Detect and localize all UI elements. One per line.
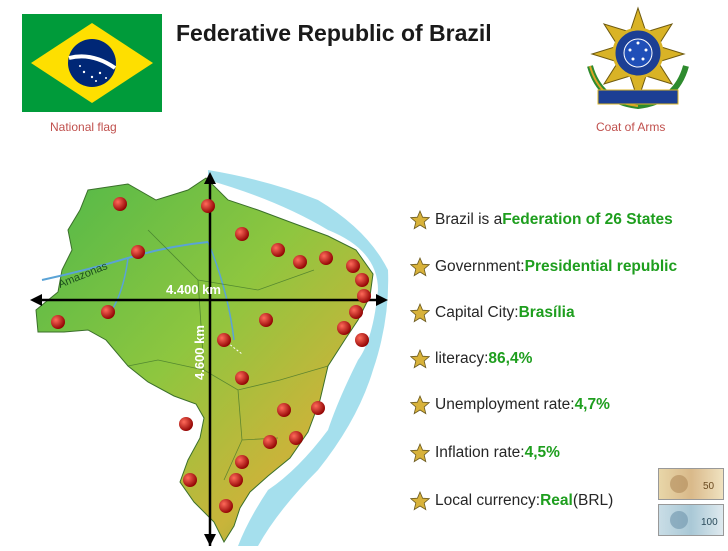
city-marker: [293, 255, 307, 269]
brazil-map: Amazonas 4.400 km 4.600 km: [28, 170, 390, 546]
width-label: 4.400 km: [166, 282, 221, 297]
city-markers: [51, 197, 371, 513]
fact-item: Brazil is a Federation of 26 States: [410, 208, 673, 232]
star-bullet-icon: [410, 349, 430, 369]
fact-item: Local currency: Real (BRL): [410, 489, 613, 513]
city-marker: [201, 199, 215, 213]
city-marker: [235, 227, 249, 241]
city-marker: [235, 455, 249, 469]
fact-suffix: (BRL): [572, 492, 614, 509]
city-marker: [131, 245, 145, 259]
city-marker: [219, 499, 233, 513]
city-marker: [357, 289, 371, 303]
brazil-land: [35, 177, 374, 544]
flag-caption: National flag: [50, 120, 117, 134]
city-marker: [346, 259, 360, 273]
city-marker: [217, 333, 231, 347]
fact-value: Presidential republic: [524, 258, 678, 275]
svg-text:50: 50: [703, 481, 715, 492]
star-bullet-icon: [410, 491, 430, 511]
coat-of-arms-caption: Coat of Arms: [596, 120, 666, 134]
city-marker: [101, 305, 115, 319]
height-label: 4.600 km: [192, 325, 207, 380]
fact-label: Brazil is a: [435, 211, 503, 228]
page-title: Federative Republic of Brazil: [176, 20, 492, 46]
fact-item: Government: Presidential republic: [410, 255, 677, 279]
banknote-image: 100: [658, 504, 724, 536]
city-marker: [113, 197, 127, 211]
city-marker: [349, 305, 363, 319]
fact-value: 4,5%: [524, 444, 560, 461]
svg-text:100: 100: [701, 517, 718, 528]
city-marker: [235, 371, 249, 385]
city-marker: [319, 251, 333, 265]
fact-value: Real: [540, 492, 573, 509]
fact-value: 86,4%: [488, 350, 533, 367]
city-marker: [229, 473, 243, 487]
fact-item: Unemployment rate: 4,7%: [410, 393, 610, 417]
fact-label: Capital City:: [435, 304, 519, 321]
city-marker: [183, 473, 197, 487]
brazil-flag: [22, 14, 162, 112]
fact-label: literacy:: [435, 350, 489, 367]
fact-label: Government:: [435, 258, 525, 275]
coat-of-arms: [580, 6, 696, 114]
fact-value: Federation of 26 States: [502, 211, 673, 228]
fact-label: Unemployment rate:: [435, 396, 575, 413]
city-marker: [337, 321, 351, 335]
star-bullet-icon: [410, 395, 430, 415]
city-marker: [355, 333, 369, 347]
star-bullet-icon: [410, 303, 430, 323]
city-marker: [263, 435, 277, 449]
fact-value: 4,7%: [574, 396, 610, 413]
city-marker: [271, 243, 285, 257]
city-marker: [355, 273, 369, 287]
fact-item: literacy: 86,4%: [410, 347, 532, 371]
city-marker: [311, 401, 325, 415]
fact-label: Local currency:: [435, 492, 541, 509]
city-marker: [259, 313, 273, 327]
star-bullet-icon: [410, 257, 430, 277]
banknote-image: 50: [658, 468, 724, 500]
fact-item: Capital City: Brasília: [410, 301, 575, 325]
city-marker: [179, 417, 193, 431]
city-marker: [277, 403, 291, 417]
fact-label: Inflation rate:: [435, 444, 525, 461]
fact-item: Inflation rate: 4,5%: [410, 441, 560, 465]
city-marker: [289, 431, 303, 445]
star-bullet-icon: [410, 210, 430, 230]
city-marker: [51, 315, 65, 329]
fact-value: Brasília: [518, 304, 575, 321]
star-bullet-icon: [410, 443, 430, 463]
